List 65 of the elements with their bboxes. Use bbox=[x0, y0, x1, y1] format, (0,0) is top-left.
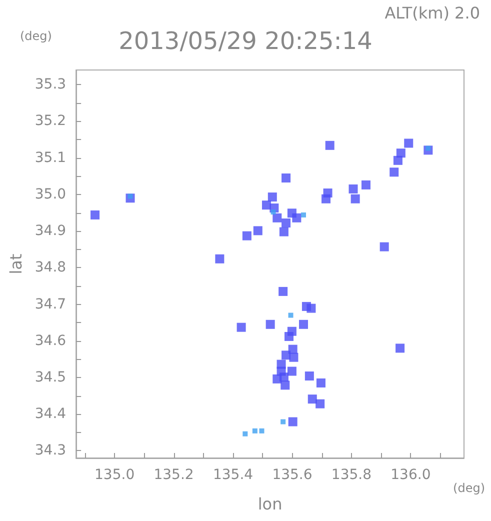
point bbox=[253, 226, 262, 236]
x-tick-label: 136.0 bbox=[390, 467, 431, 483]
point bbox=[242, 431, 248, 436]
y-tick-label: 34.5 bbox=[34, 369, 66, 386]
point bbox=[289, 352, 298, 362]
point bbox=[272, 213, 282, 222]
point bbox=[280, 380, 290, 390]
point bbox=[287, 366, 296, 376]
point bbox=[282, 173, 291, 182]
point bbox=[270, 210, 276, 215]
point bbox=[279, 227, 288, 236]
text: (deg) bbox=[20, 29, 52, 43]
point bbox=[301, 212, 306, 218]
point bbox=[236, 322, 246, 332]
point bbox=[404, 138, 414, 148]
y-axis-title: lat bbox=[6, 254, 26, 274]
point bbox=[272, 374, 282, 384]
chart-subtitle: ALT(km) 2.0 bbox=[384, 4, 480, 22]
y-tick-label: 35.2 bbox=[34, 113, 66, 130]
y-tick-label: 34.9 bbox=[34, 223, 66, 240]
x-tick-label: 135.4 bbox=[212, 467, 254, 483]
x-axis-title: lon bbox=[258, 494, 282, 514]
point bbox=[288, 417, 298, 426]
point bbox=[215, 254, 224, 264]
point bbox=[288, 312, 294, 318]
point bbox=[299, 320, 308, 329]
point bbox=[325, 140, 334, 150]
y-tick-label: 34.6 bbox=[34, 332, 66, 349]
point bbox=[282, 218, 291, 228]
y-tick-label: 34.7 bbox=[34, 296, 66, 312]
point bbox=[259, 428, 264, 434]
point bbox=[390, 168, 399, 177]
x-tick-label: 135.2 bbox=[154, 467, 194, 483]
point bbox=[393, 156, 402, 165]
chart-title: 2013/05/29 20:25:14 bbox=[118, 27, 372, 55]
point bbox=[252, 428, 258, 434]
point bbox=[316, 399, 325, 408]
point bbox=[302, 302, 311, 311]
point bbox=[380, 242, 389, 252]
point bbox=[361, 180, 370, 190]
point bbox=[396, 344, 405, 353]
y-tick-label: 34.8 bbox=[34, 260, 66, 276]
point bbox=[304, 372, 314, 381]
point bbox=[242, 231, 252, 240]
point bbox=[308, 394, 317, 404]
text: (deg) bbox=[453, 481, 486, 495]
point bbox=[284, 332, 294, 341]
point bbox=[348, 184, 358, 194]
point bbox=[90, 210, 100, 220]
x-tick-label: 135.6 bbox=[272, 467, 312, 483]
point bbox=[316, 378, 326, 388]
x-tick-label: 135.8 bbox=[331, 467, 372, 483]
point bbox=[350, 194, 360, 204]
point bbox=[322, 194, 331, 204]
x-tick-label: 135.0 bbox=[94, 467, 135, 483]
y-tick-label: 35.3 bbox=[34, 76, 66, 93]
y-tick-label: 34.3 bbox=[34, 442, 66, 459]
y-tick-label: 35.0 bbox=[34, 186, 66, 202]
y-tick-label: 35.1 bbox=[34, 150, 66, 166]
point bbox=[268, 192, 277, 202]
point bbox=[280, 419, 286, 424]
point bbox=[278, 286, 288, 296]
point bbox=[292, 213, 302, 222]
y-tick-label: 34.4 bbox=[34, 406, 66, 422]
point bbox=[266, 320, 275, 329]
